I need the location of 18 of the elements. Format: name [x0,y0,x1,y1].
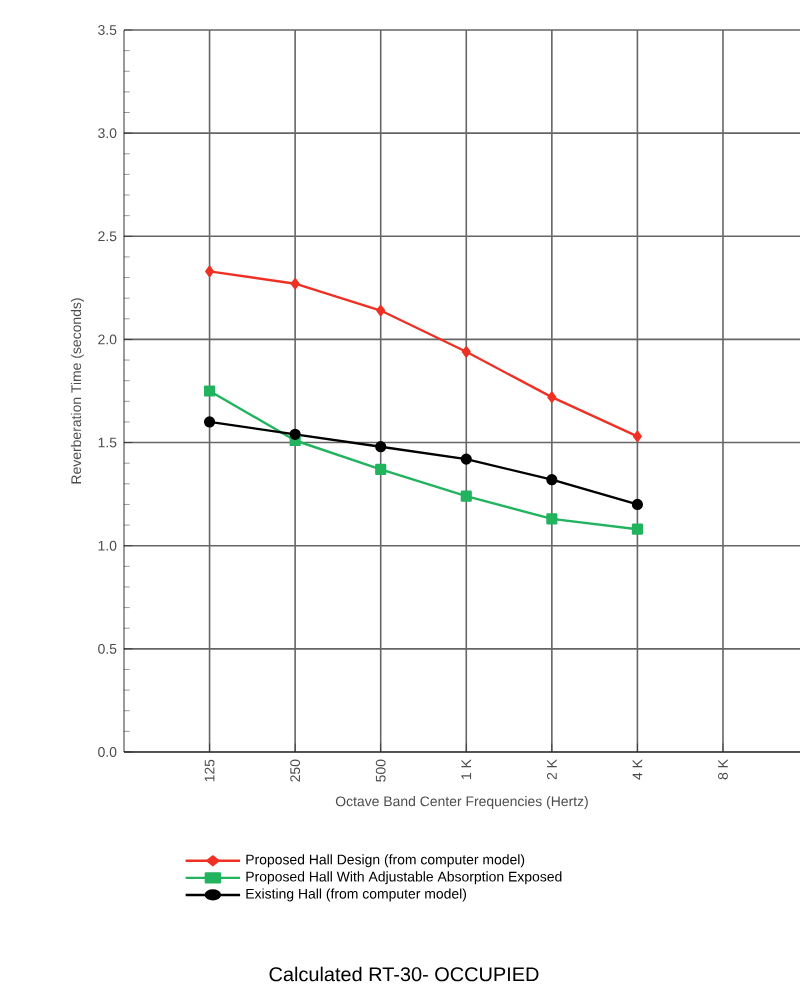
point [547,391,557,403]
point [460,453,472,465]
point [203,385,216,397]
point [376,304,386,317]
point [546,474,558,486]
point [375,463,387,475]
point [631,498,643,511]
text: Calculated RT-30- OCCUPIED [269,966,539,982]
point [461,346,471,358]
point [375,441,387,453]
point [632,430,642,442]
point [290,278,300,290]
point [203,416,216,428]
point [631,523,643,535]
point [460,490,472,502]
point [205,265,215,277]
point [546,513,558,525]
point [289,428,301,440]
